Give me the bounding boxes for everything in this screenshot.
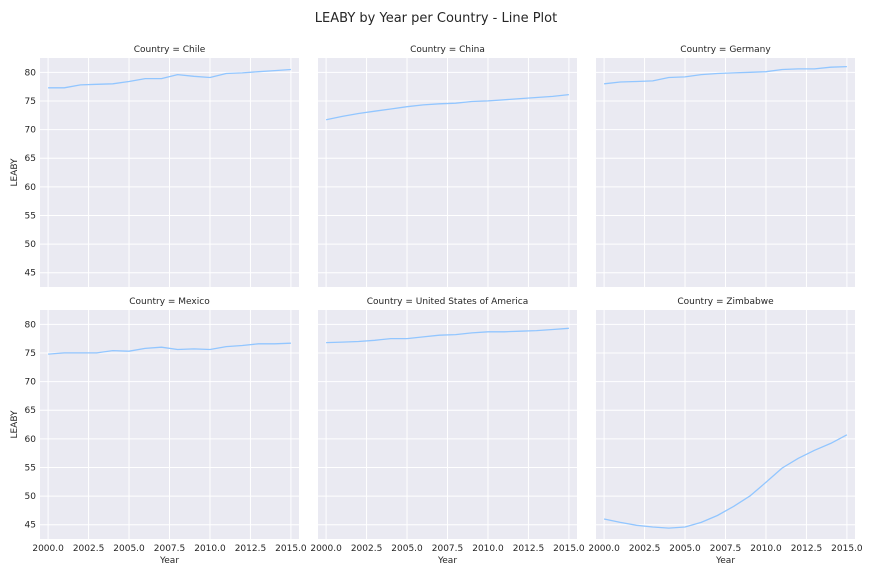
x-tick-label: 2007.5 — [710, 544, 742, 554]
panel-title: Country = China — [410, 45, 485, 55]
y-tick-label: 75 — [25, 97, 36, 107]
y-tick-label: 45 — [25, 521, 36, 531]
facet-panel-zimbabwe: Country = Zimbabwe 2000.0 2002.5 2005.0 2007… — [588, 297, 863, 566]
x-tick-label: 2015.0 — [553, 544, 585, 554]
facet-panel-chile: Country = Chile 45 50 55 60 65 70 75 80 LEABY — [10, 45, 299, 287]
y-tick-label: 75 — [25, 349, 36, 359]
y-tick-label: 60 — [25, 183, 37, 193]
facet-panel-united-states-of-america: Country = United States of America 2000.0… — [310, 297, 585, 566]
y-axis-label: LEABY — [10, 158, 20, 187]
y-tick-label: 80 — [25, 68, 37, 78]
facet-panel-mexico: Country = Mexico 45 50 55 60 65 70 75 80 LEABY 200… — [10, 297, 307, 566]
y-tick-label: 80 — [25, 320, 37, 330]
y-tick-label: 65 — [25, 154, 36, 164]
series-line — [48, 68, 291, 89]
series-line — [325, 93, 569, 121]
y-axis-label: LEABY — [10, 410, 20, 439]
series-line — [326, 327, 569, 344]
panel-title: Country = United States of America — [367, 297, 528, 307]
x-tick-label: 2010.0 — [194, 544, 226, 554]
x-axis-label: Year — [437, 556, 457, 566]
facet-panels: Country = Chile4550556065707580LEABYCoun… — [10, 45, 863, 566]
x-tick-label: 2015.0 — [831, 544, 863, 554]
x-tick-label: 2002.5 — [629, 544, 661, 554]
y-tick-label: 50 — [25, 492, 37, 502]
x-tick-label: 2012.5 — [791, 544, 823, 554]
panel-title: Country = Zimbabwe — [677, 297, 774, 307]
y-tick-label: 65 — [25, 406, 36, 416]
x-tick-label: 2010.0 — [750, 544, 782, 554]
x-axis-label: Year — [159, 556, 179, 566]
x-tick-label: 2002.5 — [351, 544, 383, 554]
x-tick-label: 2000.0 — [310, 544, 342, 554]
y-tick-label: 55 — [25, 463, 36, 473]
x-tick-label: 2007.5 — [154, 544, 186, 554]
panel-title: Country = Germany — [680, 45, 771, 55]
y-tick-label: 70 — [25, 378, 37, 388]
x-tick-label: 2015.0 — [275, 544, 307, 554]
y-tick-label: 55 — [25, 211, 36, 221]
x-tick-label: 2005.0 — [669, 544, 701, 554]
x-axis-label: Year — [715, 556, 735, 566]
series-line — [48, 342, 291, 355]
panel-title: Country = Mexico — [129, 297, 210, 307]
facet-panel-germany: Country = Germany — [596, 45, 855, 287]
x-tick-label: 2012.5 — [235, 544, 267, 554]
x-tick-label: 2010.0 — [472, 544, 504, 554]
y-tick-label: 50 — [25, 240, 37, 250]
x-tick-label: 2005.0 — [391, 544, 423, 554]
x-tick-label: 2005.0 — [113, 544, 145, 554]
x-tick-label: 2002.5 — [73, 544, 105, 554]
facet-panel-china: Country = China — [318, 45, 577, 287]
panel-title: Country = Chile — [134, 45, 206, 55]
series-line — [604, 65, 847, 85]
x-tick-label: 2012.5 — [513, 544, 545, 554]
x-tick-label: 2007.5 — [432, 544, 464, 554]
y-tick-label: 60 — [25, 435, 37, 445]
chart-title: LEABY by Year per Country - Line Plot — [315, 11, 557, 26]
y-tick-label: 70 — [25, 126, 37, 136]
x-tick-label: 2000.0 — [588, 544, 620, 554]
x-tick-label: 2000.0 — [32, 544, 64, 554]
series-line — [603, 434, 848, 529]
y-tick-label: 45 — [25, 269, 36, 279]
